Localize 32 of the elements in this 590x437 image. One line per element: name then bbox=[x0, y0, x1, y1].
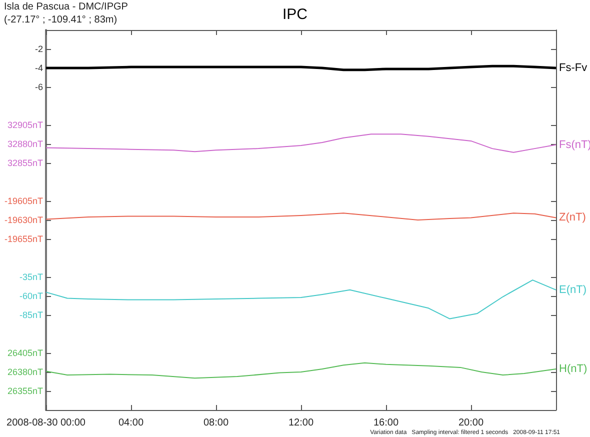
series-label: Z(nT) bbox=[559, 212, 586, 224]
y-tick-label: -4 bbox=[34, 63, 43, 73]
y-tick-label: -2 bbox=[34, 44, 43, 54]
series-label: Fs-Fv bbox=[559, 62, 588, 74]
y-tick-label: -85nT bbox=[19, 310, 44, 320]
x-tick-label: 2008-08-30 00:00 bbox=[6, 418, 86, 428]
text: (-27.17° ; -109.41° ; 83m) bbox=[4, 14, 118, 26]
y-tick-label: -19605nT bbox=[4, 196, 44, 206]
line-series bbox=[46, 134, 556, 153]
line-series bbox=[46, 280, 556, 320]
y-tick-label: 26405nT bbox=[7, 348, 44, 358]
x-tick-label: 12:00 bbox=[288, 418, 314, 428]
y-tick-label: 26355nT bbox=[7, 386, 44, 396]
line-series bbox=[46, 212, 556, 220]
x-tick-label: 08:00 bbox=[203, 418, 229, 428]
y-tick-label: -35nT bbox=[19, 272, 44, 282]
y-tick-label: 32880nT bbox=[7, 139, 44, 149]
y-tick-label: -19655nT bbox=[4, 234, 44, 244]
y-tick-label: 26380nT bbox=[7, 367, 44, 377]
series-label: H(nT) bbox=[559, 362, 588, 375]
y-tick-label: -19630nT bbox=[4, 215, 44, 225]
chart-title: IPC bbox=[282, 6, 308, 23]
series-label: E(nT) bbox=[559, 284, 586, 296]
y-tick-label: -60nT bbox=[19, 291, 44, 301]
x-tick-label: 16:00 bbox=[373, 418, 399, 428]
x-tick-label: 04:00 bbox=[118, 418, 144, 428]
line-series bbox=[46, 362, 556, 379]
x-tick-label: 20:00 bbox=[458, 418, 484, 428]
text: Isla de Pascua - DMC/IPGP bbox=[4, 2, 128, 12]
y-tick-label: -6 bbox=[34, 82, 43, 92]
y-tick-label: 32905nT bbox=[7, 120, 44, 130]
y-tick-label: 32855nT bbox=[7, 158, 44, 168]
